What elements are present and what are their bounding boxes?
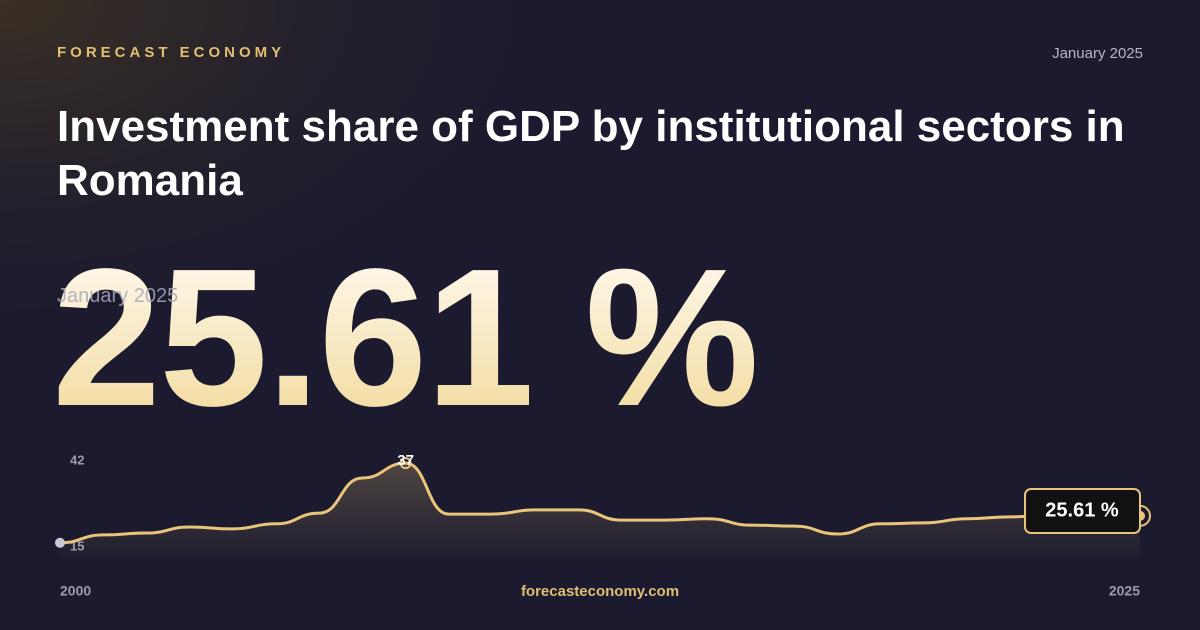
start-point: [55, 537, 65, 548]
end-badge: [1024, 488, 1141, 534]
date: January 2025: [1052, 45, 1143, 62]
footer: forecasteconomy.com: [520, 583, 680, 600]
headline-date: January 2025: [57, 285, 179, 307]
title: Investment share of GDP by institutional…: [57, 102, 1125, 205]
area: [60, 463, 1140, 565]
brand: FORECAST ECONOMY: [57, 44, 286, 61]
end-label: 25.61 %: [1045, 499, 1119, 521]
x-tick-label: 2025: [1109, 583, 1140, 599]
peak-point: [399, 457, 412, 470]
peak-label: 37: [397, 452, 414, 469]
x-tick-label: 2000: [60, 583, 91, 599]
headline-value: 25.61 %: [52, 228, 759, 447]
y-tick-label: 42: [70, 452, 84, 467]
line: [59, 461, 1141, 545]
